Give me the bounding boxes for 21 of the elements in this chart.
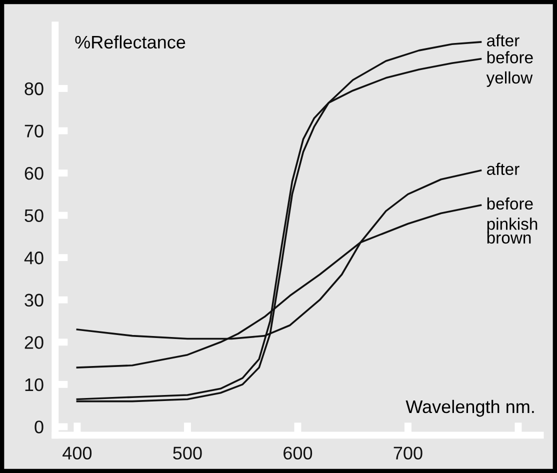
y-tick-label: 20	[24, 336, 44, 349]
y-tick-label: 40	[24, 252, 44, 264]
x-axis-title: Wavelength nm.	[406, 400, 534, 417]
series-label: before	[487, 51, 533, 64]
y-tick-label: 10	[25, 378, 44, 392]
series-label: after	[487, 162, 520, 175]
y-tick-label: 0	[34, 420, 44, 434]
y-tick-label: 50	[24, 209, 44, 222]
y-axis-title: %Reflectance	[75, 35, 186, 49]
series-label: before	[487, 197, 533, 210]
series-label: after	[487, 34, 520, 46]
x-tick-label: 600	[284, 446, 312, 460]
y-tick-label: 60	[24, 166, 44, 180]
x-tick-label: 700	[394, 446, 422, 460]
y-tick-label: 80	[24, 82, 44, 96]
annotation: pinkish brown	[487, 218, 538, 244]
annotation: yellow	[486, 71, 533, 87]
y-tick-label: 30	[24, 294, 44, 307]
x-tick-label: 400	[62, 446, 92, 460]
x-tick-label: 500	[173, 446, 202, 460]
y-tick-label: 70	[24, 124, 44, 138]
